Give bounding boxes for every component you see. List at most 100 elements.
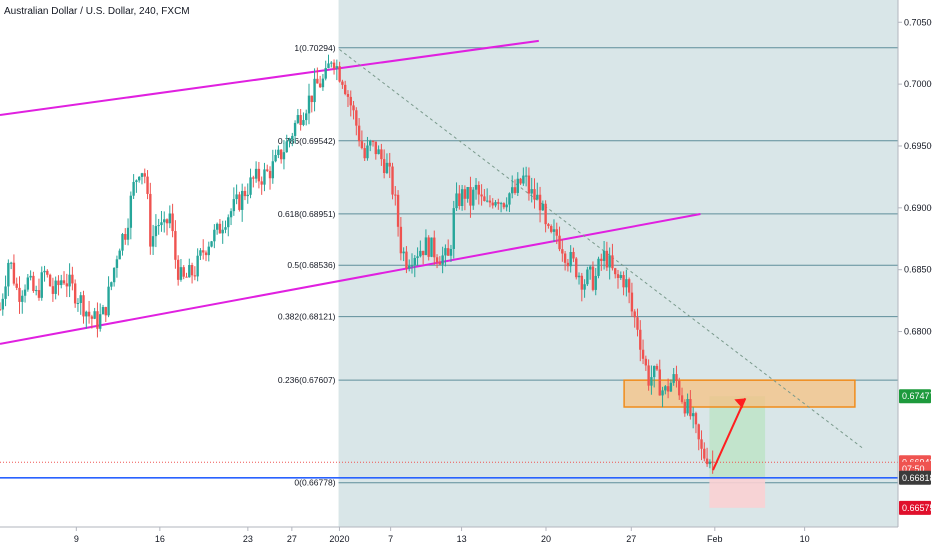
candle-body-170[interactable] bbox=[472, 189, 475, 206]
candle-body-15[interactable] bbox=[40, 272, 43, 298]
candle-body-150[interactable] bbox=[416, 256, 419, 259]
candle-body-230[interactable] bbox=[639, 329, 642, 350]
candle-body-95[interactable] bbox=[263, 169, 266, 185]
candle-body-60[interactable] bbox=[165, 219, 169, 224]
candle-body-77[interactable] bbox=[213, 229, 216, 242]
candle-body-98[interactable] bbox=[271, 161, 275, 179]
candle-body-222[interactable] bbox=[616, 274, 620, 279]
candle-body-254[interactable] bbox=[705, 458, 709, 465]
candle-body-134[interactable] bbox=[371, 141, 375, 143]
position-target-box[interactable] bbox=[709, 396, 766, 478]
candle-body-133[interactable] bbox=[369, 141, 372, 146]
candle-body-6[interactable] bbox=[15, 283, 18, 288]
candle-body-208[interactable] bbox=[577, 275, 581, 278]
position-stop-box[interactable] bbox=[709, 477, 766, 508]
candle-body-247[interactable] bbox=[686, 399, 689, 414]
candle-body-158[interactable] bbox=[438, 262, 442, 265]
candle-body-125[interactable] bbox=[346, 93, 350, 97]
candle-body-138[interactable] bbox=[382, 159, 386, 174]
candle-body-18[interactable] bbox=[48, 274, 52, 287]
candle-body-221[interactable] bbox=[614, 268, 617, 275]
candle-body-191[interactable] bbox=[530, 189, 533, 194]
candle-body-108[interactable] bbox=[299, 115, 302, 125]
candle-body-32[interactable] bbox=[87, 311, 91, 317]
candle-body-29[interactable] bbox=[79, 295, 82, 303]
candle-body-127[interactable] bbox=[352, 105, 355, 111]
candle-body-69[interactable] bbox=[190, 265, 194, 276]
candle-body-67[interactable] bbox=[185, 276, 188, 278]
candle-body-116[interactable] bbox=[321, 78, 325, 88]
candle-body-39[interactable] bbox=[107, 286, 110, 316]
candle-body-165[interactable] bbox=[458, 193, 461, 206]
candle-body-239[interactable] bbox=[664, 386, 667, 391]
candle-body-172[interactable] bbox=[477, 184, 481, 195]
candle-body-38[interactable] bbox=[104, 307, 107, 316]
candle-body-74[interactable] bbox=[204, 252, 208, 256]
candle-body-79[interactable] bbox=[218, 223, 222, 234]
candle-body-156[interactable] bbox=[433, 237, 436, 258]
candle-body-211[interactable] bbox=[586, 269, 589, 285]
candle-body-126[interactable] bbox=[349, 96, 352, 106]
candle-body-244[interactable] bbox=[678, 380, 681, 396]
candle-body-229[interactable] bbox=[636, 317, 639, 330]
candle-body-51[interactable] bbox=[140, 173, 144, 177]
candle-body-93[interactable] bbox=[257, 168, 261, 182]
candle-body-223[interactable] bbox=[619, 275, 622, 279]
candle-body-26[interactable] bbox=[71, 274, 74, 284]
candle-body-143[interactable] bbox=[396, 194, 400, 227]
candle-body-119[interactable] bbox=[330, 62, 333, 64]
candle-body-36[interactable] bbox=[99, 314, 102, 329]
candle-body-136[interactable] bbox=[377, 149, 380, 155]
candle-body-55[interactable] bbox=[151, 236, 155, 247]
candle-body-81[interactable] bbox=[224, 227, 227, 230]
candle-body-179[interactable] bbox=[497, 202, 500, 204]
candle-body-54[interactable] bbox=[149, 193, 152, 247]
candle-body-255[interactable] bbox=[708, 461, 712, 465]
candle-body-154[interactable] bbox=[427, 237, 430, 257]
candle-body-75[interactable] bbox=[207, 246, 210, 256]
candle-body-122[interactable] bbox=[338, 66, 341, 82]
candle-body-128[interactable] bbox=[355, 110, 358, 126]
candle-body-171[interactable] bbox=[474, 184, 478, 190]
candle-body-31[interactable] bbox=[85, 311, 88, 317]
candle-body-27[interactable] bbox=[73, 283, 77, 304]
candle-body-10[interactable] bbox=[26, 277, 30, 290]
candle-body-198[interactable] bbox=[549, 226, 553, 232]
candle-body-87[interactable] bbox=[240, 190, 244, 210]
candle-body-64[interactable] bbox=[176, 259, 180, 280]
candle-body-100[interactable] bbox=[277, 149, 280, 156]
candle-body-234[interactable] bbox=[650, 377, 653, 386]
candle-body-21[interactable] bbox=[57, 280, 60, 286]
candle-body-22[interactable] bbox=[60, 280, 63, 286]
candle-body-238[interactable] bbox=[661, 390, 664, 396]
candle-body-188[interactable] bbox=[522, 175, 525, 184]
candle-body-13[interactable] bbox=[34, 290, 38, 292]
candle-body-213[interactable] bbox=[591, 266, 595, 290]
candle-body-217[interactable] bbox=[602, 250, 606, 261]
candle-body-216[interactable] bbox=[600, 258, 603, 261]
candle-body-249[interactable] bbox=[691, 413, 695, 417]
candle-body-178[interactable] bbox=[494, 202, 497, 206]
candle-body-159[interactable] bbox=[441, 255, 444, 265]
candle-body-47[interactable] bbox=[129, 195, 133, 228]
candle-body-73[interactable] bbox=[202, 250, 205, 253]
candle-body-33[interactable] bbox=[90, 316, 94, 319]
candle-body-102[interactable] bbox=[282, 152, 286, 160]
candle-body-210[interactable] bbox=[583, 284, 586, 290]
candle-body-2[interactable] bbox=[4, 286, 7, 299]
candle-body-226[interactable] bbox=[627, 279, 631, 293]
candle-body-207[interactable] bbox=[575, 258, 578, 278]
candle-body-195[interactable] bbox=[541, 203, 545, 211]
candle-body-141[interactable] bbox=[391, 166, 394, 195]
candle-body-204[interactable] bbox=[566, 262, 570, 267]
candle-body-16[interactable] bbox=[43, 270, 46, 273]
candle-body-83[interactable] bbox=[229, 211, 233, 218]
candle-body-70[interactable] bbox=[193, 275, 197, 277]
candle-body-153[interactable] bbox=[424, 237, 428, 256]
candle-body-175[interactable] bbox=[485, 200, 489, 202]
candle-body-76[interactable] bbox=[210, 241, 213, 247]
candle-body-124[interactable] bbox=[343, 84, 347, 94]
candle-body-103[interactable] bbox=[285, 141, 288, 153]
channel-upper-line[interactable] bbox=[0, 39, 539, 117]
